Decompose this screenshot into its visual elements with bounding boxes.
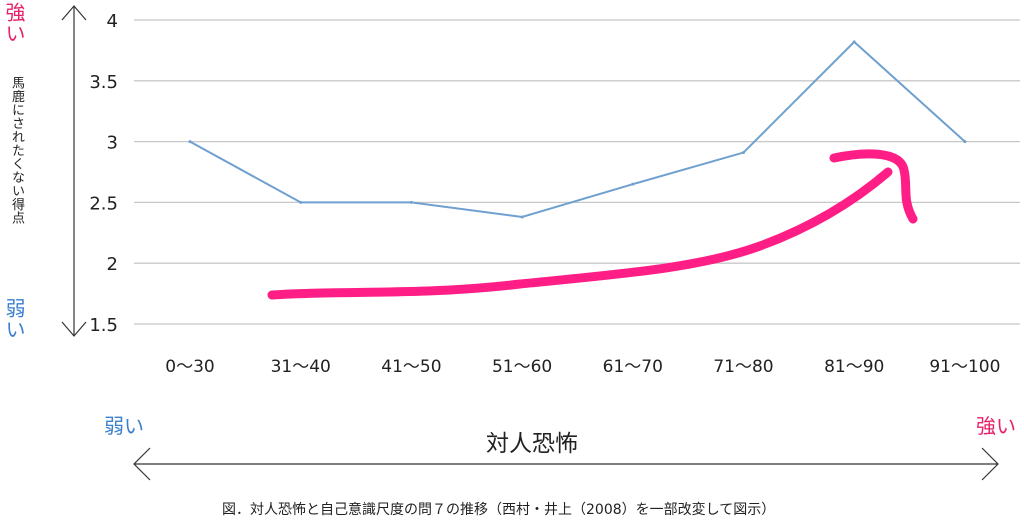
y-tick-labels: 4 3.5 3 2.5 2 1.5	[89, 11, 118, 336]
y-tick-label: 2	[107, 254, 118, 275]
x-axis-weak-label: 弱い	[104, 414, 144, 438]
data-point	[299, 200, 303, 204]
x-category-labels: 0～30 31～40 41～50 51～60 61～70 71～80 81～90 91～100	[165, 357, 1000, 377]
x-tick-label: 71～80	[713, 357, 773, 377]
x-tick-label: 81～90	[824, 357, 884, 377]
y-axis-weak-label: 弱い	[2, 298, 26, 340]
gridlines	[134, 19, 1020, 325]
x-axis-title: 対人恐怖	[486, 431, 578, 457]
series-line	[189, 40, 966, 219]
y-tick-label: 1.5	[89, 315, 118, 336]
figure-caption: 図．対人恐怖と自己意識尺度の問７の推移（西村・井上（2008）を一部改変して図示…	[222, 502, 776, 518]
trend-arrow-annotation	[267, 149, 918, 300]
x-tick-label: 61～70	[603, 357, 663, 377]
data-point	[963, 140, 967, 144]
y-tick-label: 3.5	[89, 72, 118, 93]
x-axis-arrow	[133, 447, 999, 481]
data-point	[631, 182, 635, 186]
data-point	[852, 40, 856, 44]
data-point	[188, 140, 192, 144]
y-tick-label: 4	[107, 11, 118, 32]
x-tick-label: 91～100	[929, 357, 1000, 377]
y-axis-arrow	[61, 5, 87, 337]
x-tick-label: 41～50	[381, 357, 441, 377]
y-tick-label: 2.5	[89, 193, 118, 214]
y-axis-strong-label: 強い	[2, 2, 26, 44]
data-point	[520, 215, 524, 219]
x-tick-label: 0～30	[165, 357, 214, 377]
x-tick-label: 31～40	[271, 357, 331, 377]
y-tick-label: 3	[107, 133, 118, 154]
data-point	[742, 151, 745, 155]
x-tick-label: 51～60	[492, 357, 552, 377]
data-point	[409, 200, 413, 204]
y-axis-title: 馬鹿にされたくない得点	[9, 76, 24, 225]
x-axis-strong-label: 強い	[976, 414, 1016, 438]
